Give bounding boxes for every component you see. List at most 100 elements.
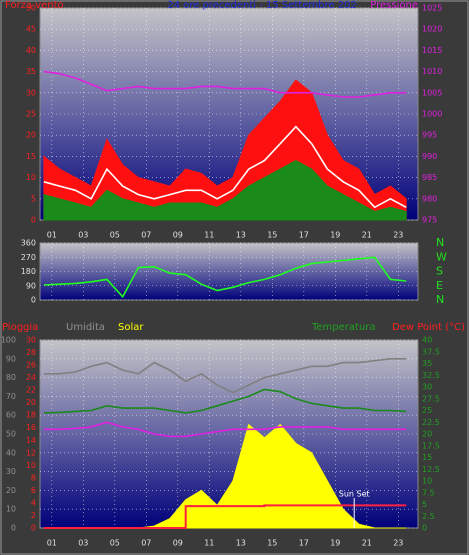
y-tick-label: 360 <box>21 239 36 248</box>
y-tick-label: 30 <box>6 467 16 476</box>
y-tick-label: 40 <box>26 46 36 55</box>
y-tick-label: 35 <box>422 359 432 368</box>
y-tick-label: 6 <box>31 486 36 495</box>
y-tick-label: 90 <box>26 281 36 290</box>
y-tick-label: 10 <box>6 505 16 514</box>
y-tick-label: 27.5 <box>422 394 440 403</box>
y-tick-label: 0 <box>31 296 36 305</box>
y-tick-label: 0 <box>422 524 427 533</box>
y-tick-label: 10 <box>26 461 36 470</box>
y-tick-label: 0 <box>31 216 36 225</box>
y-tick-label: 2.5 <box>422 512 435 521</box>
annotation: Sun Set <box>339 490 370 499</box>
x-tick-label: 15 <box>267 539 277 548</box>
legend-label: Solar <box>118 322 144 333</box>
y-tick-label: 45 <box>26 25 36 34</box>
x-tick-label: 07 <box>141 231 151 240</box>
y-tick-label: 50 <box>6 430 16 439</box>
y-tick-label: 20 <box>26 131 36 140</box>
y-tick-label: 60 <box>6 411 16 420</box>
y-tick-label: 20 <box>6 486 16 495</box>
line <box>43 357 407 394</box>
y-tick-label: 37.5 <box>422 347 440 356</box>
y-tick-label: 80 <box>6 373 16 382</box>
y-tick-label: 25 <box>422 406 432 415</box>
y-tick-label: 35 <box>26 67 36 76</box>
y-tick-label: 995 <box>422 131 437 140</box>
x-tick-label: 13 <box>236 539 246 548</box>
y-tick-label: 30 <box>422 383 432 392</box>
y-tick-label: 40 <box>422 336 432 345</box>
y-tick-label: 985 <box>422 173 437 182</box>
y-tick-label: 1025 <box>422 4 442 13</box>
y-tick-label: 26 <box>26 361 36 370</box>
panel-bg <box>39 242 419 301</box>
y-tick-label: 14 <box>26 436 36 445</box>
y-tick-label: 50 <box>26 4 36 13</box>
y-tick-label: 2 <box>31 511 36 520</box>
x-tick-label: 17 <box>299 231 309 240</box>
x-tick-label: 09 <box>173 539 183 548</box>
y-tick-label: 12.5 <box>422 465 440 474</box>
line <box>43 421 407 438</box>
y-tick-label: 990 <box>422 152 437 161</box>
y-tick-label: 22.5 <box>422 418 440 427</box>
y-tick-label: 980 <box>422 194 437 203</box>
x-tick-label: 05 <box>110 231 120 240</box>
y-tick-label: 1005 <box>422 88 442 97</box>
y-tick-label: 16 <box>26 423 36 432</box>
line <box>43 388 407 414</box>
y-tick-label: E <box>436 279 443 292</box>
x-tick-label: 11 <box>204 231 214 240</box>
y-tick-label: 90 <box>6 354 16 363</box>
y-tick-label: 10 <box>26 173 36 182</box>
y-tick-label: 5 <box>31 194 36 203</box>
area <box>43 160 407 221</box>
y-tick-label: N <box>436 236 444 249</box>
y-tick-label: 20 <box>422 430 432 439</box>
y-tick-label: 40 <box>6 448 16 457</box>
y-tick-label: 30 <box>26 88 36 97</box>
x-tick-label: 13 <box>236 231 246 240</box>
y-tick-label: 25 <box>26 110 36 119</box>
x-tick-label: 17 <box>299 539 309 548</box>
axis-label: Temperatura <box>311 322 376 333</box>
y-tick-label: 70 <box>6 392 16 401</box>
y-tick-label: 15 <box>422 453 432 462</box>
y-tick-label: 24 <box>26 373 36 382</box>
line <box>43 256 407 299</box>
x-tick-label: 07 <box>141 539 151 548</box>
x-tick-label: 03 <box>78 231 88 240</box>
axis-label: Pioggia <box>2 322 38 333</box>
x-tick-label: 01 <box>47 539 57 548</box>
y-tick-label: 7.5 <box>422 488 435 497</box>
line <box>43 504 407 529</box>
x-tick-label: 21 <box>362 539 372 548</box>
y-tick-label: 5 <box>422 500 427 509</box>
y-tick-label: 8 <box>31 473 36 482</box>
x-tick-label: 19 <box>330 539 340 548</box>
y-tick-label: 12 <box>26 448 36 457</box>
x-tick-label: 03 <box>78 539 88 548</box>
chart-title: 24 ore precedenti - 15 Settembre 202 <box>167 0 357 11</box>
x-tick-label: 01 <box>47 231 57 240</box>
line <box>43 125 407 209</box>
x-tick-label: 09 <box>173 231 183 240</box>
x-tick-label: 19 <box>330 231 340 240</box>
legend-label: Dew Point (°C) <box>392 322 465 333</box>
y-tick-label: 18 <box>26 411 36 420</box>
y-tick-label: 1010 <box>422 67 442 76</box>
axis-label: Pressione <box>370 0 418 11</box>
y-tick-label: 4 <box>31 498 36 507</box>
x-tick-label: 05 <box>110 539 120 548</box>
x-tick-label: 11 <box>204 539 214 548</box>
x-tick-label: 15 <box>267 231 277 240</box>
y-tick-label: 28 <box>26 348 36 357</box>
y-tick-label: 180 <box>21 267 36 276</box>
y-tick-label: N <box>436 293 444 306</box>
y-tick-label: W <box>436 250 447 263</box>
y-tick-label: 30 <box>26 336 36 345</box>
y-tick-label: 15 <box>26 152 36 161</box>
